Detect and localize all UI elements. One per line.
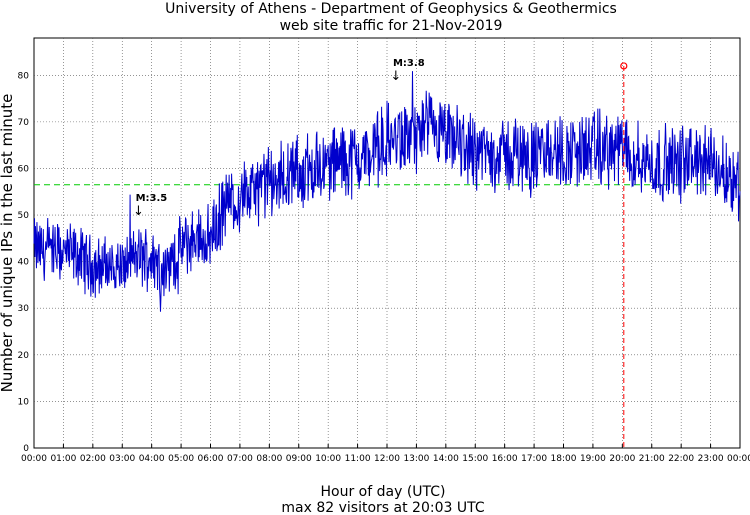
x-tick-label: 15:00 xyxy=(462,454,488,464)
y-tick-label: 20 xyxy=(18,351,30,361)
x-tick-label: 16:00 xyxy=(492,454,518,464)
x-tick-label: 17:00 xyxy=(521,454,547,464)
x-tick-label: 06:00 xyxy=(198,454,224,464)
annotation-label: M:3.5 xyxy=(136,193,168,204)
x-tick-label: 05:00 xyxy=(168,454,194,464)
annotation-label: M:3.8 xyxy=(393,58,425,69)
x-axis-label: Hour of day (UTC) xyxy=(321,484,446,500)
x-tick-label: 03:00 xyxy=(109,454,135,464)
y-tick-label: 80 xyxy=(18,71,30,81)
y-tick-label: 10 xyxy=(18,397,30,407)
max-marker-point xyxy=(620,62,628,70)
x-tick-label: 21:00 xyxy=(639,454,665,464)
x-tick-label: 14:00 xyxy=(433,454,459,464)
x-tick-label: 11:00 xyxy=(345,454,371,464)
x-tick-label: 19:00 xyxy=(580,454,606,464)
x-ticks: 00:00 01:00 02:00 03:00 04:00 05:00 06:00 07:00… xyxy=(21,444,750,464)
annotation-arrow: ↓ xyxy=(390,69,401,84)
y-tick-label: 60 xyxy=(18,164,30,174)
x-tick-label: 18:00 xyxy=(551,454,577,464)
y-tick-label: 70 xyxy=(18,118,30,128)
x-tick-label: 13:00 xyxy=(403,454,429,464)
x-tick-label: 09:00 xyxy=(286,454,312,464)
x-tick-label: 10:00 xyxy=(315,454,341,464)
y-tick-label: 0 xyxy=(23,444,29,454)
x-tick-label: 08:00 xyxy=(256,454,282,464)
x-tick-label: 01:00 xyxy=(50,454,76,464)
x-tick-label: 07:00 xyxy=(227,454,253,464)
x-tick-label: 22:00 xyxy=(668,454,694,464)
x-tick-label: 00:00 xyxy=(21,454,47,464)
x-axis-subtitle: max 82 visitors at 20:03 UTC xyxy=(281,500,484,515)
y-tick-label: 30 xyxy=(18,304,30,314)
y-axis-label: Number of unique IPs in the last minute xyxy=(0,94,16,393)
y-tick-label: 40 xyxy=(18,258,30,268)
x-tick-label: 12:00 xyxy=(374,454,400,464)
grid-layer xyxy=(34,38,740,448)
annotations: ↓M:3.5↓M:3.8 xyxy=(133,58,425,219)
x-tick-label: 04:00 xyxy=(139,454,165,464)
chart-subtitle: web site traffic for 21-Nov-2019 xyxy=(280,18,503,34)
y-ticks: 0 10 20 30 40 50 60 70 80 xyxy=(18,71,30,454)
x-tick-label: 02:00 xyxy=(80,454,106,464)
x-tick-label: 23:00 xyxy=(698,454,724,464)
x-tick-label: 00:00 xyxy=(727,454,750,464)
annotation-arrow: ↓ xyxy=(133,204,144,219)
series-line xyxy=(33,71,741,312)
x-tick-label: 20:00 xyxy=(609,454,635,464)
y-tick-label: 50 xyxy=(18,211,30,221)
chart-title: University of Athens - Department of Geo… xyxy=(165,1,617,17)
